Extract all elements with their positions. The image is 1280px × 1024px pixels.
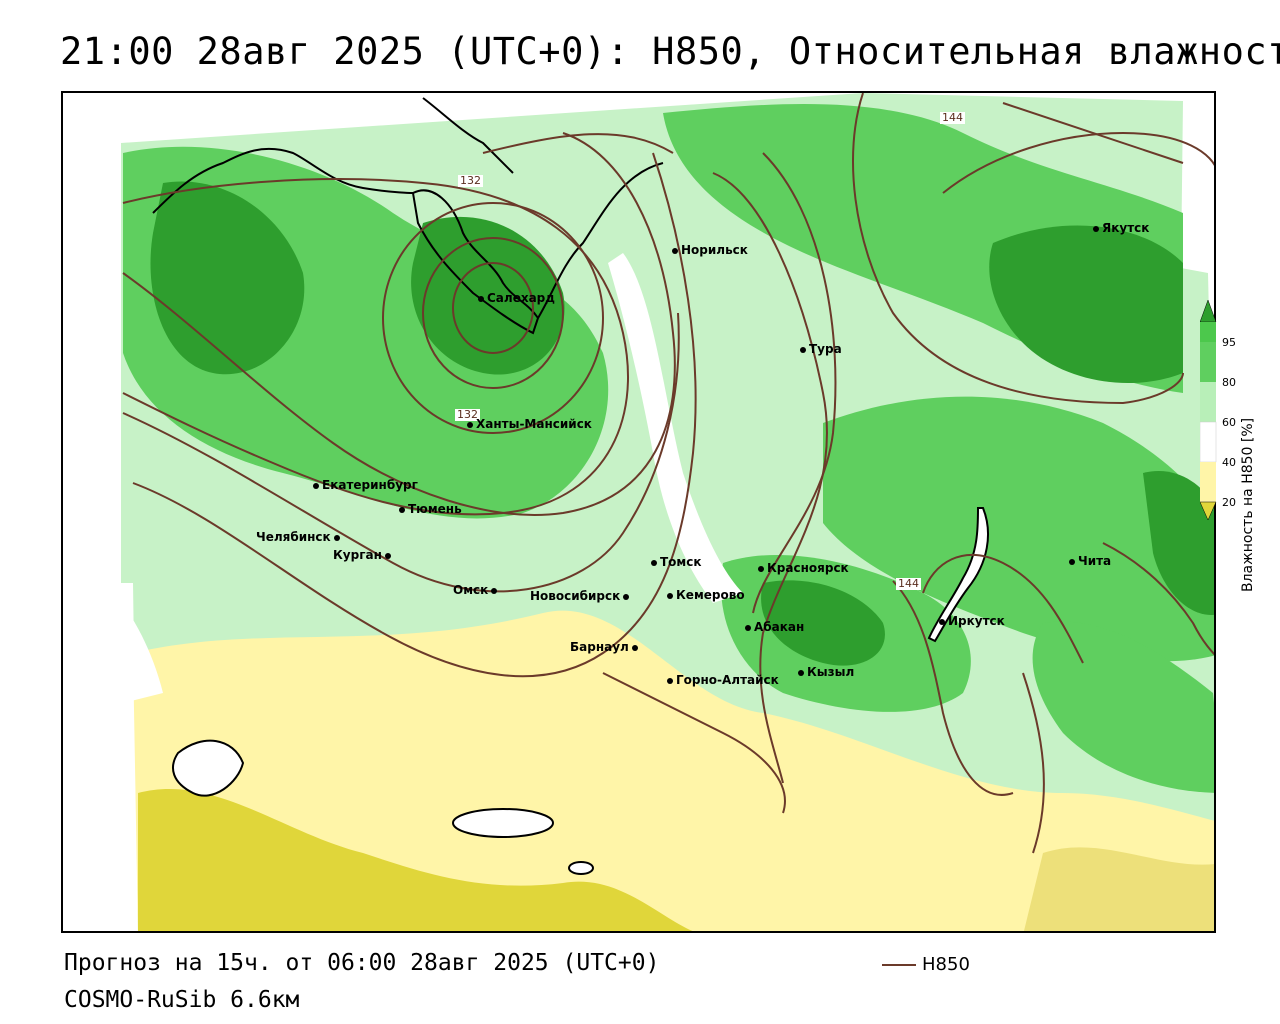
city-irkutsk: Иркутск bbox=[939, 614, 1005, 628]
legend-tick: 95 bbox=[1222, 336, 1236, 349]
isoline-label: 132 bbox=[458, 174, 483, 187]
city-marker bbox=[1093, 225, 1099, 232]
isoline-label: 132 bbox=[455, 408, 480, 421]
city-label: Ханты-Мансийск bbox=[476, 417, 592, 431]
city-label: Челябинск bbox=[256, 530, 331, 544]
city-marker bbox=[1069, 558, 1075, 565]
city-label: Норильск bbox=[681, 243, 748, 257]
colorbar bbox=[1200, 300, 1217, 520]
isoline-key-label: H850 bbox=[922, 954, 970, 975]
city-marker bbox=[623, 593, 630, 600]
city-marker bbox=[939, 618, 945, 625]
city-marker bbox=[491, 587, 498, 594]
model-info: COSMO-RuSib 6.6км bbox=[64, 987, 300, 1013]
isoline-label: 144 bbox=[896, 577, 921, 590]
very-wet-zone-east bbox=[1143, 471, 1214, 615]
aral-sea bbox=[172, 739, 245, 797]
city-tomsk: Томск bbox=[651, 555, 702, 569]
city-label: Горно-Алтайск bbox=[676, 673, 779, 687]
very-wet-zone-yakutsk bbox=[989, 225, 1183, 383]
city-norilsk: Норильск bbox=[672, 243, 748, 257]
city-gorno-altaysk: Горно-Алтайск bbox=[667, 673, 779, 687]
city-kemerovo: Кемерово bbox=[667, 588, 745, 602]
city-label: Екатеринбург bbox=[322, 478, 418, 492]
wet-zone-southeast bbox=[1032, 621, 1214, 793]
h850-isolines bbox=[122, 93, 1214, 854]
city-label: Омск bbox=[453, 583, 489, 597]
legend-tick: 20 bbox=[1222, 496, 1236, 509]
city-krasnoyarsk: Красноярск bbox=[758, 561, 849, 575]
city-label: Барнаул bbox=[570, 640, 629, 654]
lake-issyk-kul bbox=[568, 861, 594, 875]
city-label: Абакан bbox=[754, 620, 805, 634]
city-marker bbox=[333, 534, 340, 541]
very-dry-zone-2 bbox=[1023, 847, 1214, 931]
coastline-novaya-zemlya bbox=[422, 97, 514, 174]
map-title: 21:00 28авг 2025 (UTC+0): H850, Относите… bbox=[60, 30, 1280, 73]
city-khanty-mansiysk: Ханты-Мансийск bbox=[467, 417, 592, 431]
city-marker bbox=[745, 624, 751, 631]
dry-gap-2 bbox=[113, 593, 163, 703]
coastline-yamal bbox=[411, 189, 540, 335]
city-marker bbox=[478, 295, 484, 302]
legend-tick: 40 bbox=[1222, 456, 1236, 469]
forecast-info: Прогноз на 15ч. от 06:00 28авг 2025 (UTC… bbox=[64, 950, 660, 976]
map-canvas bbox=[113, 93, 1214, 931]
city-novosibirsk: Новосибирск bbox=[530, 589, 632, 603]
city-label: Тура bbox=[809, 342, 842, 356]
city-marker bbox=[667, 677, 673, 684]
city-label: Кызыл bbox=[807, 665, 855, 679]
lake-balkhash bbox=[452, 808, 554, 838]
city-omsk: Омск bbox=[453, 583, 500, 597]
dry-zone bbox=[133, 610, 1214, 931]
city-marker bbox=[672, 247, 678, 254]
very-dry-zone bbox=[138, 789, 693, 931]
city-kyzyl: Кызыл bbox=[798, 665, 854, 679]
city-salekhard: Салехард bbox=[478, 291, 555, 305]
isoline-key: H850 bbox=[882, 954, 970, 975]
city-marker bbox=[758, 565, 764, 572]
city-label: Новосибирск bbox=[530, 589, 621, 603]
city-chelyabinsk: Челябинск bbox=[256, 530, 343, 544]
city-marker bbox=[631, 644, 638, 651]
coastline-north bbox=[152, 147, 664, 319]
isoline-label: 144 bbox=[940, 111, 965, 124]
humidity-map: 132 132 144 144 Салехард Норильск Якутск… bbox=[61, 91, 1216, 933]
city-barnaul: Барнаул bbox=[570, 640, 641, 654]
city-marker bbox=[651, 559, 657, 566]
city-label: Тюмень bbox=[408, 502, 462, 516]
city-label: Красноярск bbox=[767, 561, 849, 575]
city-marker bbox=[667, 592, 673, 599]
city-abakan: Абакан bbox=[745, 620, 804, 634]
city-marker bbox=[313, 482, 319, 489]
city-label: Кемерово bbox=[676, 588, 745, 602]
city-label: Курган bbox=[333, 548, 382, 562]
wet-zone-east bbox=[823, 396, 1214, 662]
isoline-key-swatch bbox=[882, 964, 916, 966]
city-tura: Тура bbox=[800, 342, 842, 356]
legend-tick: 80 bbox=[1222, 376, 1236, 389]
legend-tick: 60 bbox=[1222, 416, 1236, 429]
city-label: Томск bbox=[660, 555, 702, 569]
city-label: Иркутск bbox=[948, 614, 1005, 628]
legend-title: Влажность на H850 [%] bbox=[1240, 417, 1256, 592]
city-chita: Чита bbox=[1069, 554, 1111, 568]
city-yakutsk: Якутск bbox=[1093, 221, 1149, 235]
city-label: Салехард bbox=[487, 291, 555, 305]
city-tyumen: Тюмень bbox=[399, 502, 462, 516]
lake-baikal bbox=[927, 507, 989, 643]
city-kurgan: Курган bbox=[333, 548, 394, 562]
city-marker bbox=[800, 346, 806, 353]
city-label: Якутск bbox=[1102, 221, 1150, 235]
dry-gap-1 bbox=[608, 253, 743, 603]
city-label: Чита bbox=[1078, 554, 1112, 568]
city-marker bbox=[467, 421, 473, 428]
city-marker bbox=[399, 506, 405, 513]
very-wet-zone-sayan bbox=[761, 580, 885, 666]
city-marker bbox=[384, 552, 391, 559]
city-marker bbox=[798, 669, 804, 676]
city-yekaterinburg: Екатеринбург bbox=[313, 478, 418, 492]
